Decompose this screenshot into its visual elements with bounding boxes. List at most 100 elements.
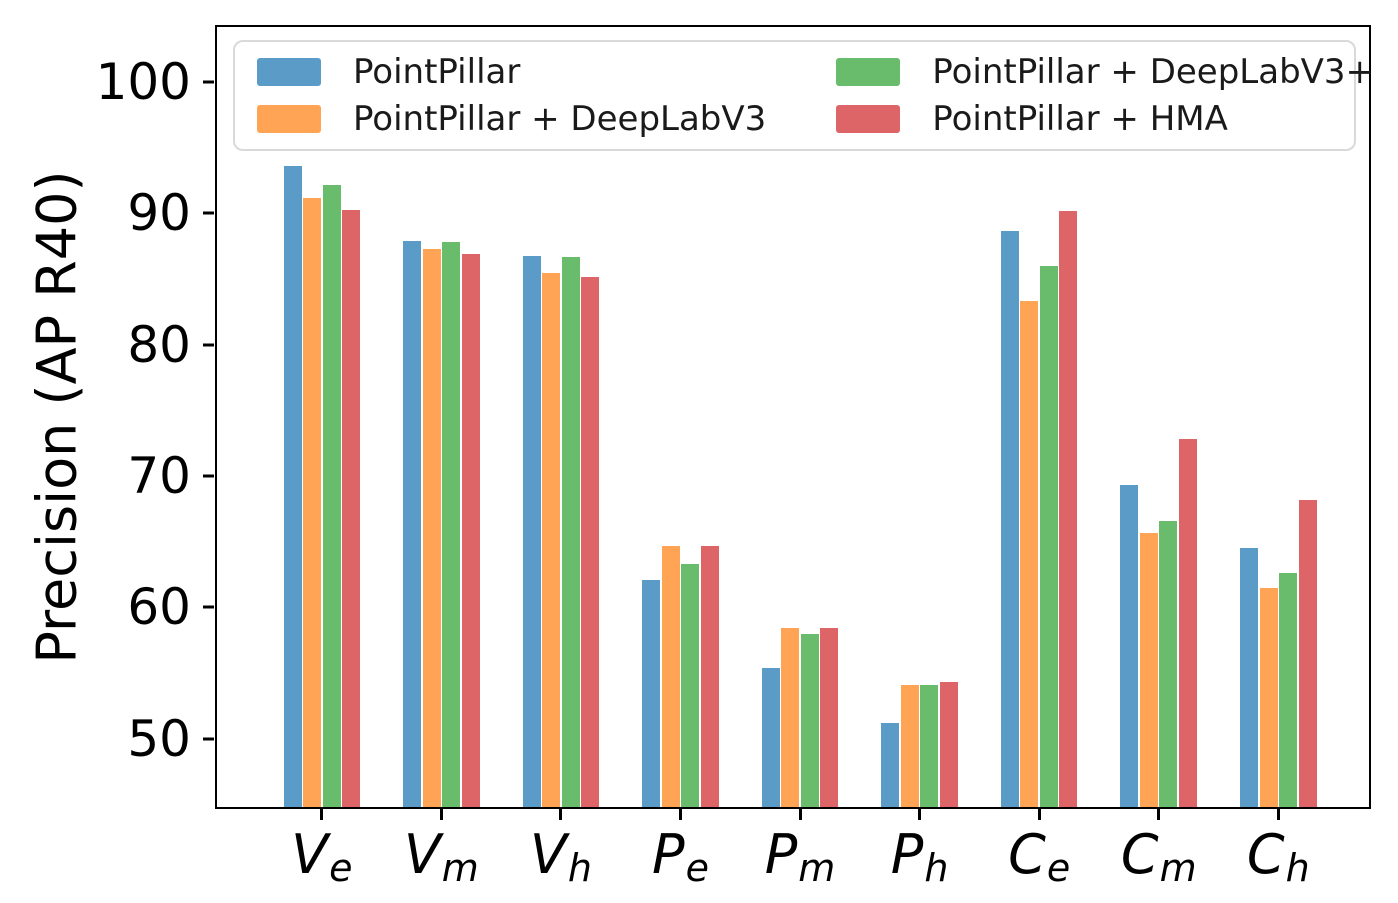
xtick-label-sub: h xyxy=(567,846,592,891)
bar xyxy=(781,628,800,807)
legend-label: PointPillar + DeepLabV3+ xyxy=(932,51,1375,92)
ytick-label: 50 xyxy=(127,709,191,768)
xtick-label-main: P xyxy=(890,823,924,886)
legend-item: PointPillar xyxy=(257,52,766,92)
xtick-mark xyxy=(1157,809,1161,820)
bar xyxy=(900,684,919,807)
bar-group-Pe xyxy=(621,27,741,807)
xtick-label-main: C xyxy=(1120,823,1159,886)
xtick-label-sub: m xyxy=(1159,846,1197,891)
xtick-label: Ch xyxy=(1247,828,1310,888)
legend-label: PointPillar + DeepLabV3 xyxy=(353,99,767,140)
x-slot: Pe xyxy=(621,807,741,888)
x-slot: Pm xyxy=(740,807,860,888)
xtick-label-sub: e xyxy=(1046,846,1071,891)
bar xyxy=(1000,230,1019,807)
xtick-mark xyxy=(1037,809,1041,820)
bar-group-Vm xyxy=(382,27,502,807)
x-slot: Vm xyxy=(382,807,502,888)
xtick-mark xyxy=(439,809,443,820)
bar-group-Vh xyxy=(501,27,621,807)
y-axis-label: Precision (AP R40) xyxy=(25,170,89,664)
xtick-label: Ph xyxy=(891,828,949,888)
bar xyxy=(820,628,839,807)
xtick-label-main: C xyxy=(1246,823,1285,886)
xtick-label-sub: h xyxy=(1285,846,1310,891)
bar xyxy=(700,545,719,807)
bar xyxy=(1159,520,1178,807)
xtick-mark xyxy=(798,809,802,820)
bar xyxy=(542,272,561,807)
legend-item: PointPillar + DeepLabV3 xyxy=(257,99,766,139)
bar xyxy=(1279,573,1298,807)
legend-label: PointPillar xyxy=(353,51,521,92)
bar xyxy=(1039,266,1058,807)
legend-label: PointPillar + HMA xyxy=(932,99,1228,140)
xtick-label: Ce xyxy=(1008,828,1070,888)
xtick-label: Vm xyxy=(404,828,479,888)
bar xyxy=(581,276,600,807)
x-slot: Ce xyxy=(979,807,1099,888)
bar xyxy=(800,633,819,807)
ytick-label: 60 xyxy=(127,578,191,637)
xtick-label-sub: e xyxy=(329,846,353,891)
x-slot: Vh xyxy=(501,807,621,888)
xtick-label-main: V xyxy=(529,823,567,886)
xtick-label-main: P xyxy=(651,823,685,886)
bar xyxy=(881,722,900,807)
plot-area: 50 60 70 80 90 100 Ve Vm Vh Pe Pm Ph Ce Cm Ch PointPi… xyxy=(96,25,1375,887)
bar xyxy=(522,255,541,807)
xtick-label-sub: m xyxy=(441,846,479,891)
bar xyxy=(1139,532,1158,807)
xtick-label-sub: e xyxy=(685,846,709,891)
ytick-label: 100 xyxy=(95,53,191,112)
bar-group-Ce xyxy=(979,27,1099,807)
bar xyxy=(322,184,341,807)
xtick-label-main: V xyxy=(403,823,441,886)
xtick-label: Pm xyxy=(765,828,836,888)
bar-group-Ch xyxy=(1219,27,1339,807)
xtick-mark xyxy=(559,809,563,820)
bar xyxy=(1298,499,1317,807)
bar xyxy=(303,197,322,807)
xtick-label: Vh xyxy=(530,828,592,888)
bar xyxy=(1178,439,1197,807)
bar xyxy=(461,254,480,807)
ytick-label: 70 xyxy=(127,447,191,506)
bar xyxy=(939,682,958,807)
xtick-label-sub: m xyxy=(798,846,836,891)
ytick-mark xyxy=(203,211,214,215)
xtick-label: Pe xyxy=(652,828,709,888)
legend-swatch xyxy=(257,57,321,86)
ytick-mark xyxy=(203,474,214,478)
xtick-mark xyxy=(1276,809,1280,820)
ytick-label: 90 xyxy=(127,184,191,243)
bar xyxy=(283,166,302,807)
bar xyxy=(561,256,580,807)
bar-group-Ph xyxy=(860,27,980,807)
x-slot: Ve xyxy=(262,807,382,887)
bar-group-Cm xyxy=(1099,27,1219,807)
xtick-label: Cm xyxy=(1121,828,1197,888)
bar xyxy=(442,242,461,807)
bar-group-Ve xyxy=(262,27,382,807)
xtick-mark xyxy=(678,809,682,820)
xtick-label-main: V xyxy=(291,823,329,886)
bar xyxy=(1240,548,1259,807)
xtick-label-main: C xyxy=(1008,823,1046,886)
legend-swatch xyxy=(836,57,901,86)
legend-item: PointPillar + HMA xyxy=(836,99,1374,139)
bar xyxy=(681,564,700,807)
x-slot: Ch xyxy=(1219,807,1339,888)
x-slot: Cm xyxy=(1099,807,1219,888)
x-axis-ticks: Ve Vm Vh Pe Pm Ph Ce Cm Ch xyxy=(217,807,1369,888)
bar xyxy=(1059,210,1078,807)
legend-swatch xyxy=(836,105,901,134)
bar xyxy=(1120,485,1139,807)
legend-swatch xyxy=(257,105,321,134)
ytick-mark xyxy=(203,343,214,347)
bar xyxy=(761,667,780,807)
bar xyxy=(661,545,680,807)
x-slot: Ph xyxy=(860,807,980,888)
